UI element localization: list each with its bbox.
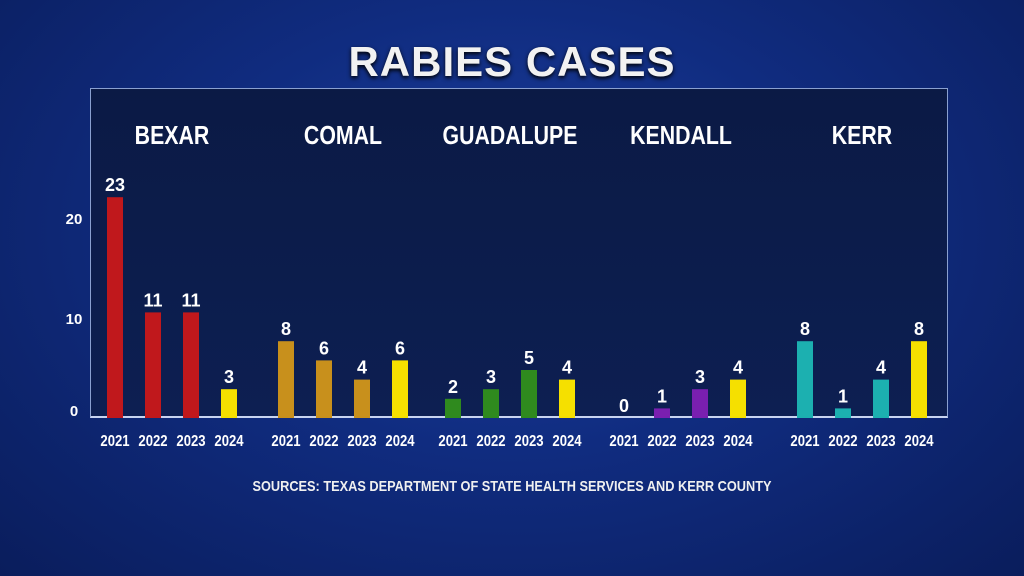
bar <box>521 370 537 418</box>
x-tick-label: 2021 <box>271 433 300 450</box>
bar <box>483 389 499 418</box>
bar <box>873 379 889 418</box>
bar <box>354 379 370 418</box>
group-label: GUADALUPE <box>443 121 578 151</box>
source-note: SOURCES: TEXAS DEPARTMENT OF STATE HEALT… <box>252 478 772 495</box>
data-label: 11 <box>143 290 162 310</box>
bar <box>730 379 746 418</box>
data-label: 5 <box>524 348 534 368</box>
bar <box>911 341 927 418</box>
data-label: 1 <box>838 386 848 406</box>
bar <box>392 360 408 418</box>
x-tick-label: 2021 <box>790 433 819 450</box>
bar <box>278 341 294 418</box>
y-tick-label: 0 <box>70 403 78 420</box>
data-label: 8 <box>914 319 924 339</box>
data-label: 4 <box>733 358 743 378</box>
bar <box>183 312 199 418</box>
data-label: 11 <box>181 290 200 310</box>
data-label: 4 <box>876 358 886 378</box>
data-label: 2 <box>448 377 458 397</box>
x-tick-label: 2022 <box>138 433 167 450</box>
bar <box>692 389 708 418</box>
bar <box>654 408 670 418</box>
data-label: 4 <box>562 358 572 378</box>
data-label: 3 <box>224 367 234 387</box>
x-tick-label: 2022 <box>309 433 338 450</box>
x-tick-label: 2024 <box>552 433 582 450</box>
x-tick-label: 2024 <box>385 433 415 450</box>
bar <box>145 312 161 418</box>
bar <box>797 341 813 418</box>
bar <box>559 379 575 418</box>
x-tick-label: 2023 <box>866 433 895 450</box>
data-label: 8 <box>281 319 291 339</box>
x-tick-label: 2021 <box>609 433 638 450</box>
x-tick-label: 2022 <box>828 433 857 450</box>
group-label: COMAL <box>304 121 382 151</box>
group-label: BEXAR <box>135 121 210 151</box>
data-label: 3 <box>486 367 496 387</box>
group-label: KENDALL <box>630 121 732 151</box>
x-tick-label: 2024 <box>904 433 934 450</box>
bar <box>316 360 332 418</box>
bar <box>107 197 123 418</box>
group-label: KERR <box>832 121 892 151</box>
x-tick-label: 2024 <box>214 433 244 450</box>
data-label: 8 <box>800 319 810 339</box>
bar <box>445 398 461 418</box>
x-tick-label: 2022 <box>647 433 676 450</box>
x-tick-label: 2023 <box>685 433 714 450</box>
data-label: 4 <box>357 358 367 378</box>
bar <box>221 389 237 418</box>
data-label: 3 <box>695 367 705 387</box>
x-tick-label: 2023 <box>176 433 205 450</box>
data-label: 6 <box>395 338 405 358</box>
data-label: 0 <box>619 396 629 416</box>
y-tick-label: 20 <box>66 211 83 228</box>
y-tick-label: 10 <box>66 311 83 328</box>
x-tick-label: 2023 <box>347 433 376 450</box>
x-tick-label: 2024 <box>723 433 753 450</box>
x-tick-label: 2023 <box>514 433 543 450</box>
x-tick-label: 2021 <box>438 433 467 450</box>
data-label: 1 <box>657 386 667 406</box>
data-label: 6 <box>319 338 329 358</box>
bar <box>835 408 851 418</box>
data-label: 23 <box>105 175 125 195</box>
x-tick-label: 2021 <box>100 433 129 450</box>
x-tick-label: 2022 <box>476 433 505 450</box>
chart-title: RABIES CASES <box>348 38 676 85</box>
